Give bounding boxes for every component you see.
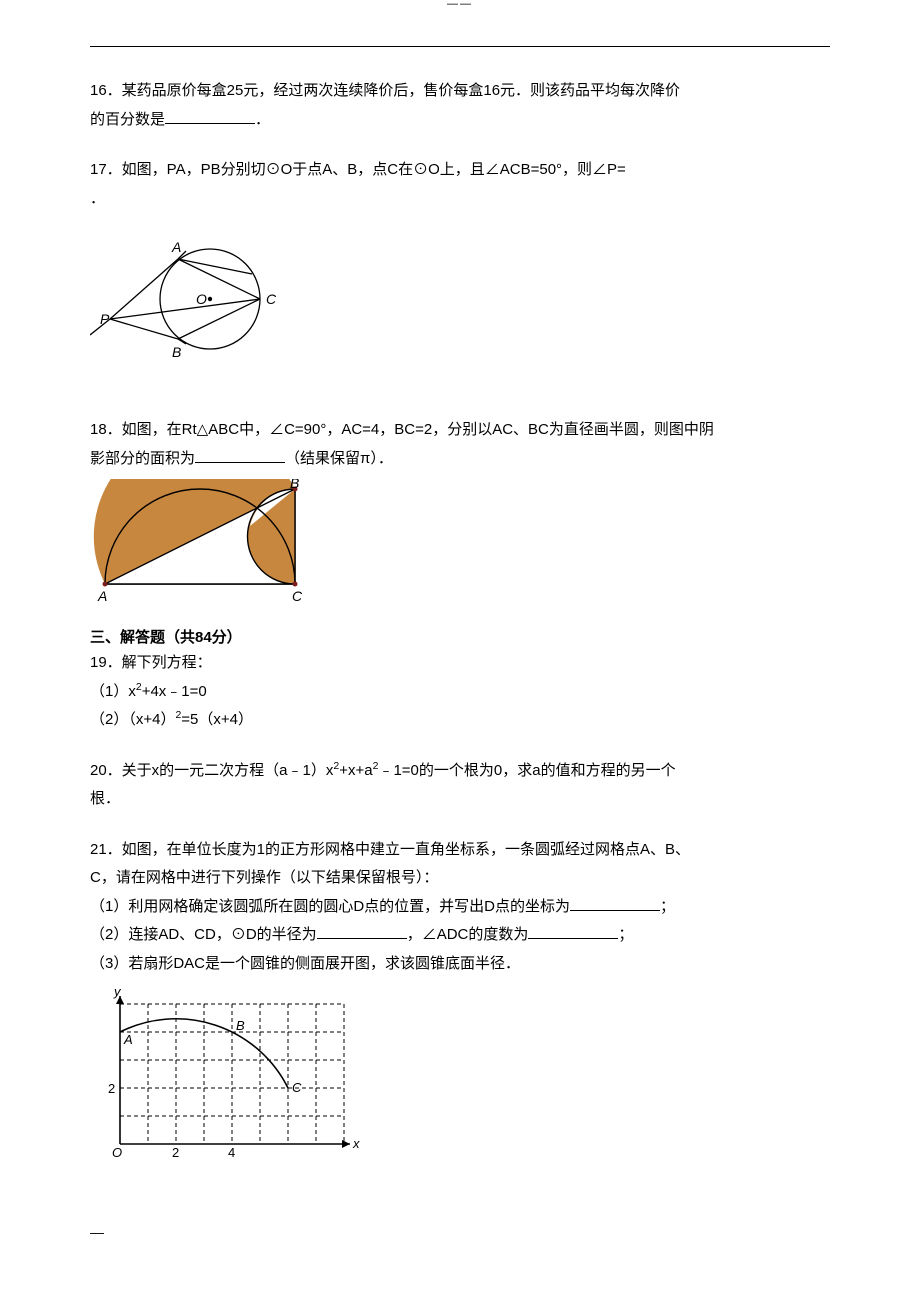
- q17-label-P: P: [100, 311, 110, 327]
- q18-svg: A C B: [90, 479, 320, 604]
- q19-p2a: （2）（x+4）: [90, 711, 175, 728]
- footer-dash: —: [90, 1224, 830, 1240]
- q16-text-a: 16．某药品原价每盒25元，经过两次连续降价后，售价每盒16元．则该药品平均每次…: [90, 82, 680, 99]
- q18-label-A: A: [97, 588, 107, 604]
- q21-figure: O 2 4 2 x y A B C: [90, 984, 830, 1164]
- q21-label-O: O: [112, 1145, 122, 1160]
- q17-label-C: C: [266, 291, 277, 307]
- q21-tick-2y: 2: [108, 1081, 115, 1096]
- header-dash: ——: [90, 0, 830, 10]
- q17-text-b: ．: [90, 190, 105, 207]
- q21-l3a: （1）利用网格确定该圆弧所在圆的圆心D点的位置，并写出D点的坐标为: [90, 898, 570, 915]
- q21-l3b: ；: [660, 898, 675, 915]
- q18-text-a: 18．如图，在Rt△ABC中，∠C=90°，AC=4，BC=2，分别以AC、BC…: [90, 421, 714, 438]
- q20-d: 根．: [90, 790, 120, 807]
- q16-text-c: ．: [255, 111, 270, 128]
- q18-figure: A C B: [90, 479, 830, 604]
- q21: 21．如图，在单位长度为1的正方形网格中建立一直角坐标系，一条圆弧经过网格点A、…: [90, 836, 830, 1165]
- q21-l5: （3）若扇形DAC是一个圆锥的侧面展开图，求该圆锥底面半径．: [90, 955, 520, 972]
- q19-text: 19．解下列方程：: [90, 654, 212, 671]
- q16-text-b: 的百分数是: [90, 111, 165, 128]
- q18-label-B: B: [290, 479, 299, 491]
- q18-text-c: （结果保留π）．: [285, 450, 393, 467]
- q21-blank1: [570, 895, 660, 910]
- q21-tick-4x: 4: [228, 1145, 235, 1160]
- q21-label-x: x: [352, 1136, 360, 1151]
- q19-p1b: +4x﹣1=0: [142, 683, 207, 700]
- q17-figure: P A B C O: [90, 219, 830, 394]
- q21-label-B: B: [236, 1018, 245, 1033]
- q21-svg: O 2 4 2 x y A B C: [90, 984, 360, 1164]
- q19: 19．解下列方程： （1）x2+4x﹣1=0 （2）（x+4）2=5（x+4）: [90, 649, 830, 735]
- q21-l4a: （2）连接AD、CD，⊙D的半径为: [90, 926, 317, 943]
- q21-blank2: [317, 924, 407, 939]
- q19-p1a: （1）x: [90, 683, 136, 700]
- q17-label-B: B: [172, 344, 181, 360]
- q17-text-a: 17．如图，PA，PB分别切⊙O于点A、B，点C在⊙O上，且∠ACB=50°，则…: [90, 161, 626, 178]
- q20-b: +x+a: [339, 762, 372, 779]
- q16: 16．某药品原价每盒25元，经过两次连续降价后，售价每盒16元．则该药品平均每次…: [90, 77, 830, 134]
- q20-c: ﹣1=0的一个根为0，求a的值和方程的另一个: [378, 762, 675, 779]
- q21-l4c: ；: [618, 926, 633, 943]
- q21-tick-2x: 2: [172, 1145, 179, 1160]
- q21-l1: 21．如图，在单位长度为1的正方形网格中建立一直角坐标系，一条圆弧经过网格点A、…: [90, 841, 690, 858]
- q16-blank: [165, 108, 255, 123]
- q21-l2: C，请在网格中进行下列操作（以下结果保留根号）：: [90, 869, 438, 886]
- q18: 18．如图，在Rt△ABC中，∠C=90°，AC=4，BC=2，分别以AC、BC…: [90, 416, 830, 604]
- q21-label-C: C: [292, 1080, 302, 1095]
- q18-text-b: 影部分的面积为: [90, 450, 195, 467]
- q21-l4b: ，∠ADC的度数为: [407, 926, 529, 943]
- q21-blank3: [528, 924, 618, 939]
- q21-label-A: A: [123, 1032, 133, 1047]
- q17-label-O: O: [196, 291, 207, 307]
- header-rule: [90, 46, 830, 47]
- q18-blank: [195, 447, 285, 462]
- q20: 20．关于x的一元二次方程（a﹣1）x2+x+a2﹣1=0的一个根为0，求a的值…: [90, 757, 830, 814]
- q18-label-C: C: [292, 588, 303, 604]
- q17-label-A: A: [171, 239, 181, 255]
- section3-title: 三、解答题（共84分）: [90, 626, 830, 647]
- q20-a: 20．关于x的一元二次方程（a﹣1）x: [90, 762, 333, 779]
- q17: 17．如图，PA，PB分别切⊙O于点A、B，点C在⊙O上，且∠ACB=50°，则…: [90, 156, 830, 394]
- q17-svg: P A B C O: [90, 219, 310, 394]
- q19-p2b: =5（x+4）: [181, 711, 253, 728]
